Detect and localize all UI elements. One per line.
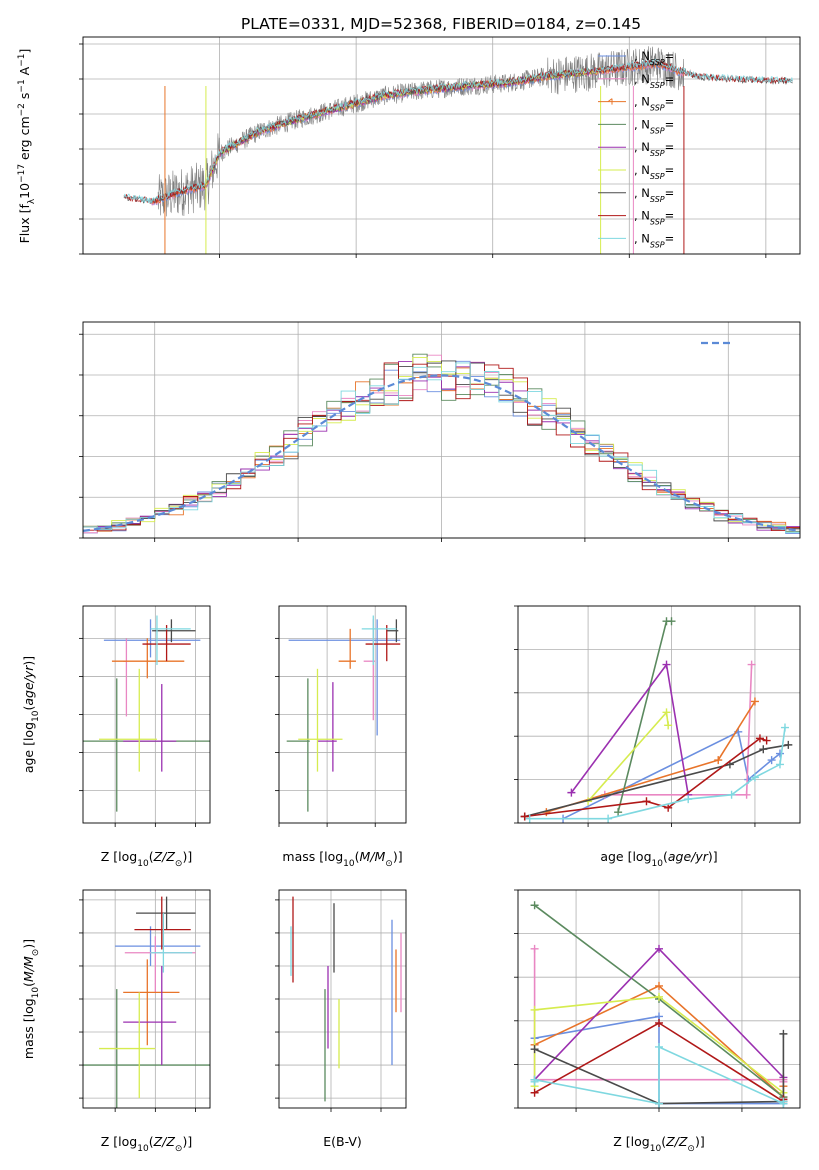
plot-area bbox=[290, 896, 402, 1102]
weight-marker bbox=[667, 617, 676, 626]
legend: , NSSP= , NSSP= , NSSP= , NSSP= , NSSP= , NSS… bbox=[598, 49, 674, 249]
plot-area bbox=[286, 615, 401, 812]
weight-marker bbox=[655, 981, 663, 990]
panel-mass_vs_Z: Z [log10(Z/Z⊙)] mass [log10(M/M⊙)] bbox=[21, 889, 211, 1154]
weight-marker bbox=[662, 660, 671, 669]
axes-frame bbox=[82, 321, 801, 539]
axes-frame bbox=[82, 36, 801, 255]
legend-label: , NSSP= bbox=[634, 186, 674, 204]
weight-marker bbox=[655, 1099, 663, 1108]
weight-marker bbox=[662, 708, 671, 717]
legend-marker bbox=[607, 98, 613, 105]
panel-weight_vs_Z: Z [log10(Z/Z⊙)] bbox=[514, 889, 801, 1154]
weight-line bbox=[524, 744, 789, 818]
weight-marker bbox=[775, 760, 784, 769]
legend-label: , NSSP= bbox=[634, 163, 674, 181]
weight-marker bbox=[775, 749, 784, 758]
weight-marker bbox=[750, 697, 759, 706]
plot-area bbox=[520, 617, 793, 823]
panel-residuals bbox=[79, 321, 801, 542]
weight-marker bbox=[664, 803, 673, 812]
x-axis-label: E(B-V) bbox=[323, 1134, 362, 1149]
x-axis-label: Z [log10(Z/Z⊙)] bbox=[101, 849, 192, 869]
weight-marker bbox=[530, 1075, 539, 1084]
y-axis-label: Flux [fλ10−17 erg cm−2 s−1 A−1] bbox=[17, 49, 37, 244]
weight-marker bbox=[779, 1029, 788, 1038]
weight-marker bbox=[614, 808, 623, 817]
plot-area bbox=[83, 896, 210, 1108]
weight-marker bbox=[762, 736, 771, 745]
axes-frame bbox=[82, 889, 211, 1109]
residual-histogram bbox=[83, 362, 800, 538]
panel-spectrum: Flux [fλ10−17 erg cm−2 s−1 A−1], NSSP=, … bbox=[17, 36, 801, 258]
y-axis-label: mass [log10(M/M⊙)] bbox=[21, 939, 41, 1059]
weight-marker bbox=[642, 797, 651, 806]
y-axis-label: age [log10(age/yr)] bbox=[21, 656, 41, 773]
x-axis-label: mass [log10(M/M⊙)] bbox=[282, 849, 402, 869]
plot-area bbox=[530, 901, 788, 1108]
weight-marker bbox=[714, 756, 723, 765]
weight-marker bbox=[779, 1097, 788, 1106]
plot-area bbox=[123, 46, 793, 254]
weight-marker bbox=[530, 901, 539, 910]
panel-weight_vs_age: age [log10(age/yr)] bbox=[514, 605, 801, 869]
legend-label: , NSSP= bbox=[634, 209, 674, 227]
gaussian-curve bbox=[83, 374, 798, 532]
weight-marker bbox=[664, 721, 673, 730]
weight-line bbox=[533, 1045, 785, 1105]
x-axis-label: Z [log10(Z/Z⊙)] bbox=[613, 1134, 704, 1154]
weight-marker bbox=[567, 788, 576, 797]
grid bbox=[279, 890, 406, 1108]
axes-frame bbox=[517, 889, 801, 1109]
legend-label: , NSSP= bbox=[634, 95, 674, 113]
weight-marker bbox=[780, 723, 789, 732]
panel-mass_vs_ebv: E(B-V) bbox=[275, 889, 407, 1149]
axes-frame bbox=[278, 605, 407, 824]
grid bbox=[83, 890, 210, 1108]
legend-label: , NSSP= bbox=[634, 140, 674, 158]
weight-marker bbox=[784, 740, 793, 749]
axes-frame bbox=[517, 605, 801, 824]
weight-marker bbox=[750, 773, 759, 782]
grid bbox=[518, 605, 800, 824]
weight-marker bbox=[655, 944, 663, 953]
weight-marker bbox=[727, 790, 736, 799]
weight-marker bbox=[767, 756, 776, 765]
weight-marker bbox=[530, 1005, 539, 1014]
weight-marker bbox=[525, 814, 534, 823]
weight-marker bbox=[684, 795, 693, 804]
weight-line bbox=[534, 1033, 785, 1105]
weight-marker bbox=[747, 660, 756, 669]
weight-marker bbox=[655, 1018, 663, 1027]
legend-label: , NSSP= bbox=[634, 49, 674, 67]
model-spectrum bbox=[123, 58, 793, 204]
panel-age_vs_mass: mass [log10(M/M⊙)] bbox=[275, 605, 407, 869]
weight-marker bbox=[530, 1088, 539, 1097]
weight-marker bbox=[742, 790, 751, 799]
weight-marker bbox=[604, 814, 613, 823]
weight-marker bbox=[520, 812, 529, 821]
panel-age_vs_Z: Z [log10(Z/Z⊙)] age [log10(age/yr)] bbox=[21, 605, 211, 869]
x-axis-label: age [log10(age/yr)] bbox=[600, 849, 717, 869]
plot-area bbox=[83, 615, 210, 812]
grid bbox=[83, 606, 210, 823]
axes-frame bbox=[278, 889, 407, 1109]
weight-marker bbox=[530, 1045, 539, 1054]
plot-area bbox=[83, 353, 800, 538]
legend-label: , NSSP= bbox=[634, 72, 674, 90]
weight-marker bbox=[755, 734, 764, 743]
weight-marker bbox=[530, 944, 539, 953]
figure-title: PLATE=0331, MJD=52368, FIBERID=0184, z=0… bbox=[241, 15, 641, 33]
weight-marker bbox=[759, 745, 768, 754]
axes-frame bbox=[82, 605, 211, 824]
weight-marker bbox=[655, 992, 663, 1001]
x-axis-label: Z [log10(Z/Z⊙)] bbox=[101, 1134, 192, 1154]
weight-marker bbox=[655, 1042, 663, 1051]
grid bbox=[83, 37, 800, 255]
legend-label: , NSSP= bbox=[634, 117, 674, 135]
legend-label: , NSSP= bbox=[634, 231, 674, 249]
